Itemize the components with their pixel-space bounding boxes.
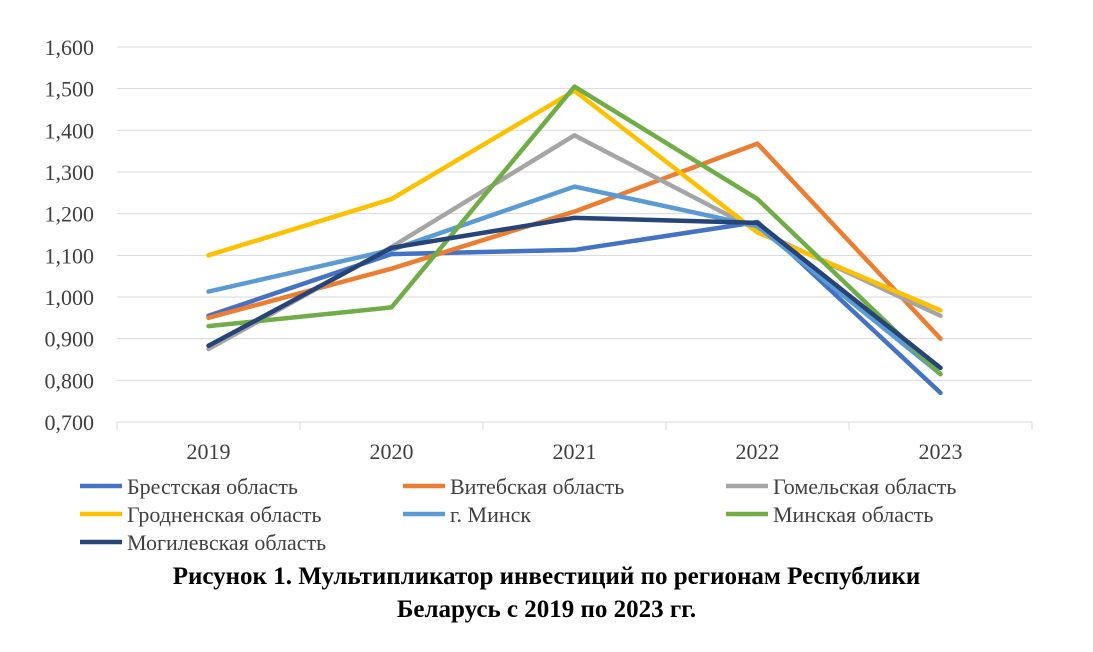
y-tick-label: 1,400 [45,118,95,143]
series-lines [206,84,943,396]
legend-entry: г. Минск [403,502,531,527]
series-line-7 [206,215,943,371]
legend-entry: Витебская область [403,474,624,499]
series-line-5 [206,184,943,377]
x-tick-label: 2023 [919,439,963,464]
x-tick-label: 2022 [736,439,780,464]
y-tick-label: 1,000 [45,285,95,310]
y-tick-label: 1,500 [45,77,95,102]
figure-caption-line-2: Беларусь с 2019 по 2023 гг. [396,596,697,623]
x-tick-label: 2019 [187,439,231,464]
legend-entry: Гродненская область [80,502,322,527]
figure-caption-line-1: Рисунок 1. Мультипликатор инвестиций по … [172,563,921,590]
y-tick-label: 1,100 [45,243,95,268]
line-chart: 0,700 0,800 0,900 1,000 1,100 1,200 1,300 1,400… [45,35,1033,555]
y-axis-ticks: 0,700 0,800 0,900 1,000 1,100 1,200 1,300 1,400… [45,35,95,435]
series-line-1 [206,219,943,396]
legend-label: Брестская область [127,474,298,499]
series-line-2 [206,141,943,341]
x-tick-label: 2021 [553,439,597,464]
y-tick-label: 1,200 [45,202,95,227]
y-tick-label: 0,700 [45,410,95,435]
x-tick-label: 2020 [370,439,414,464]
y-tick-label: 0,900 [45,327,95,352]
legend: Брестская область Витебская область Гомель… [80,474,956,555]
series-line-6 [206,84,943,377]
x-axis: 2019 2020 2021 2022 2023 [116,421,1033,464]
legend-label: Витебская область [450,474,624,499]
legend-label: Минская область [773,502,933,527]
y-tick-label: 1,300 [45,160,95,185]
y-tick-label: 0,800 [45,368,95,393]
legend-label: г. Минск [450,502,531,527]
y-tick-label: 1,600 [45,35,95,60]
legend-label: Могилевская область [127,530,326,555]
legend-label: Гродненская область [127,502,322,527]
legend-entry: Минская область [726,502,933,527]
legend-entry: Могилевская область [80,530,326,555]
legend-entry: Брестская область [80,474,298,499]
legend-label: Гомельская область [773,474,956,499]
legend-entry: Гомельская область [726,474,956,499]
